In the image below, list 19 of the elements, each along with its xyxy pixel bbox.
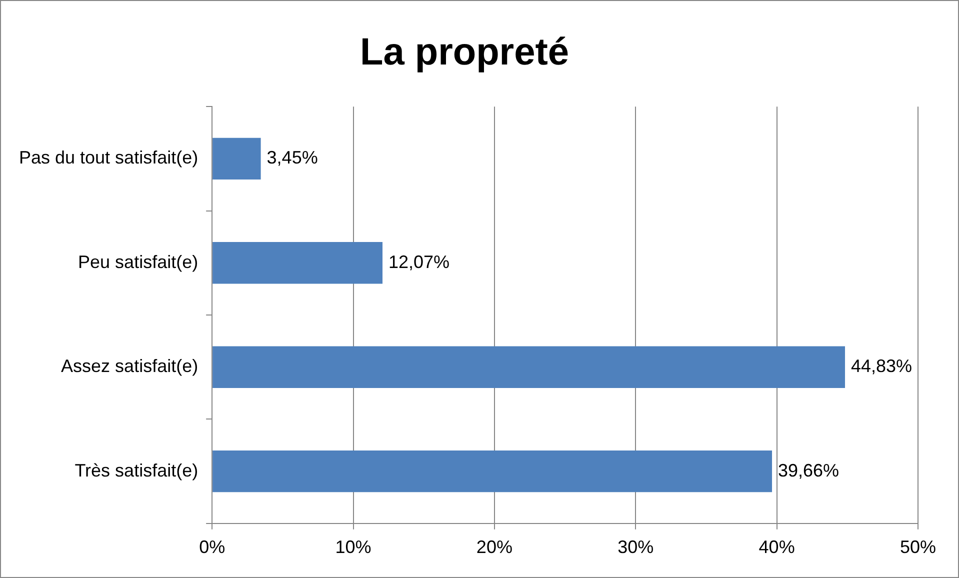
bar	[212, 450, 772, 492]
y-tick-label: Assez satisfait(e)	[61, 356, 198, 376]
x-tick-label: 50%	[900, 537, 936, 558]
y-tick-label: Peu satisfait(e)	[78, 252, 198, 272]
data-label: 12,07%	[388, 252, 450, 272]
y-tick-label: Pas du tout satisfait(e)	[18, 148, 198, 168]
x-tick-label: 30%	[618, 537, 654, 558]
data-label: 3,45%	[266, 148, 318, 168]
data-label: 39,66%	[778, 460, 840, 480]
data-label: 44,83%	[851, 356, 912, 376]
y-tick-label: Très satisfait(e)	[74, 460, 198, 480]
x-tick-label: 0%	[199, 537, 226, 558]
x-tick-label: 20%	[476, 537, 512, 558]
x-tick-label: 40%	[758, 537, 795, 558]
x-tick-label: 10%	[335, 537, 372, 558]
bar	[212, 242, 382, 284]
bar	[212, 346, 846, 388]
chart-title: La propreté	[360, 31, 570, 74]
bar	[212, 138, 261, 180]
